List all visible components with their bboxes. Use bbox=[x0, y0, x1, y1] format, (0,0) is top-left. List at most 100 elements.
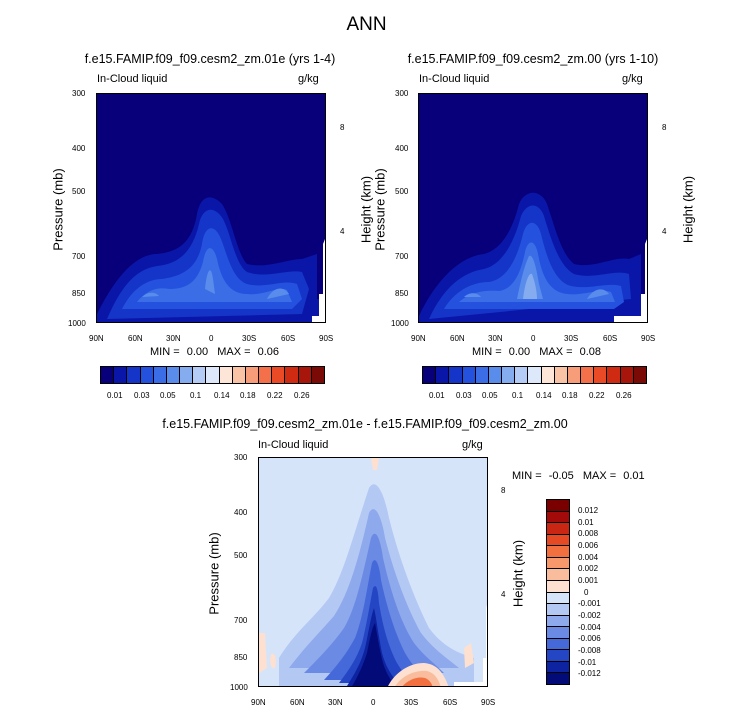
panel2-contour-level-5 bbox=[464, 255, 609, 299]
panel3-cbar-label: 0.006 bbox=[578, 541, 599, 550]
panel1-ytick-500: 500 bbox=[72, 187, 86, 196]
panel2-htick-8: 8 bbox=[662, 123, 667, 132]
panel1-colorbar-swatch bbox=[101, 367, 115, 383]
panel3-ytick-300: 300 bbox=[234, 453, 248, 462]
panel3-cbar-label: -0.006 bbox=[578, 634, 601, 643]
panel2-contour-level-6 bbox=[523, 273, 537, 299]
panel2-ytick-400: 400 bbox=[395, 144, 409, 153]
panel1-contour-level-4 bbox=[137, 248, 292, 302]
panel2-xtick-30s: 30S bbox=[564, 334, 579, 343]
panel1-colorbar-swatch bbox=[311, 367, 324, 383]
panel1-colorbar-swatch bbox=[219, 367, 233, 383]
panel3-xtick-60s: 60S bbox=[443, 698, 458, 707]
panel3-ytick-500: 500 bbox=[234, 551, 248, 560]
panel3-colorbar-swatch bbox=[547, 523, 569, 535]
panel3-cbar-label: 0.012 bbox=[578, 506, 599, 515]
panel3-cbar-label: -0.01 bbox=[578, 658, 597, 667]
panel1-xtick-90n: 90N bbox=[89, 334, 104, 343]
panel1-min-label: MIN = bbox=[150, 346, 180, 358]
panel3-colorbar-swatch bbox=[547, 534, 569, 547]
panel3-minmax: MIN = -0.05 MAX = 0.01 bbox=[512, 470, 645, 482]
panel1-colorbar-swatch bbox=[140, 367, 154, 383]
panel3-min-label: MIN = bbox=[512, 470, 542, 482]
panel2-colorbar-swatch bbox=[423, 367, 437, 383]
panel1-colorbar-swatch bbox=[206, 367, 220, 383]
panel3-contours bbox=[259, 458, 487, 686]
panel3-cbar-label: -0.008 bbox=[578, 646, 601, 655]
panel3-colorbar-swatch bbox=[547, 500, 569, 512]
panel2-colorbar-swatch bbox=[581, 367, 595, 383]
panel3-ytick-1000: 1000 bbox=[230, 683, 248, 692]
panel3-contour-level-7 bbox=[352, 623, 397, 686]
panel3-cbar-label: 0.002 bbox=[578, 564, 599, 573]
panel3-cbar-label: 0 bbox=[584, 588, 589, 597]
panel2-colorbar-swatch bbox=[541, 367, 555, 383]
panel1-xtick-30n: 30N bbox=[166, 334, 181, 343]
panel3-colorbar-swatch bbox=[547, 604, 569, 616]
panel1-htick-4: 4 bbox=[340, 227, 345, 236]
panel1-cbar-label: 0.22 bbox=[267, 391, 283, 400]
panel2-xtick-90n: 90N bbox=[411, 334, 426, 343]
panel2-ytick-1000: 1000 bbox=[391, 319, 409, 328]
panel3-cbar-label: -0.001 bbox=[578, 599, 601, 608]
panel3-contour-positive-7 bbox=[464, 643, 474, 668]
panel3-xtick-0: 0 bbox=[371, 698, 376, 707]
panel2-colorbar-swatch bbox=[449, 367, 463, 383]
panel1-cbar-label: 0.14 bbox=[214, 391, 230, 400]
panel3-units-label: g/kg bbox=[462, 439, 483, 451]
panel1-xtick-30s: 30S bbox=[242, 334, 257, 343]
panel1-colorbar-swatch bbox=[153, 367, 167, 383]
panel3-contour-positive-4 bbox=[259, 633, 267, 673]
panel1-xtick-60s: 60S bbox=[281, 334, 296, 343]
panel1-colorbar-swatch bbox=[114, 367, 128, 383]
panel1-max-value: 0.06 bbox=[257, 346, 280, 358]
panel1-ylabel-right: Height (km) bbox=[358, 175, 374, 244]
panel1-cbar-label: 0.03 bbox=[134, 391, 150, 400]
panel2-plot-area bbox=[418, 93, 648, 323]
panel3-colorbar-swatch bbox=[547, 615, 569, 628]
panel1-ylabel: Pressure (mb) bbox=[50, 168, 66, 251]
panel1-ytick-400: 400 bbox=[72, 144, 86, 153]
panel3-colorbar-swatch bbox=[547, 546, 569, 558]
panel2-htick-4: 4 bbox=[662, 227, 667, 236]
panel2-ylabel-right: Height (km) bbox=[680, 175, 696, 244]
panel2-ytick-850: 850 bbox=[395, 289, 409, 298]
figure-title: ANN bbox=[346, 14, 387, 35]
panel1-xtick-90s: 90S bbox=[319, 334, 334, 343]
panel3-htick-8: 8 bbox=[501, 486, 506, 495]
panel3-ytick-700: 700 bbox=[234, 616, 248, 625]
panel3-cbar-label: 0.01 bbox=[578, 518, 594, 527]
panel2-terrain bbox=[614, 239, 647, 322]
panel2-contour-level-4 bbox=[459, 242, 615, 302]
panel2-min-value: 0.00 bbox=[508, 346, 531, 358]
panel2-xtick-60s: 60S bbox=[603, 334, 618, 343]
panel1-ytick-1000: 1000 bbox=[68, 319, 86, 328]
panel1-colorbar bbox=[100, 366, 325, 384]
panel3-xtick-60n: 60N bbox=[290, 698, 305, 707]
panel2-colorbar-swatch bbox=[633, 367, 646, 383]
panel3-colorbar-swatch bbox=[547, 557, 569, 570]
panel3-ytick-850: 850 bbox=[234, 653, 248, 662]
panel3-colorbar-swatch bbox=[547, 661, 569, 674]
panel1-colorbar-swatch bbox=[127, 367, 141, 383]
panel2-colorbar-swatch bbox=[594, 367, 608, 383]
panel3-contour-positive-6 bbox=[371, 458, 379, 470]
panel3-cbar-label: -0.002 bbox=[578, 611, 601, 620]
panel1-htick-8: 8 bbox=[340, 123, 345, 132]
panel3-xtick-30n: 30N bbox=[328, 698, 343, 707]
panel1-xtick-0: 0 bbox=[209, 334, 214, 343]
panel3-terrain bbox=[454, 604, 487, 686]
panel1-cbar-label: 0.18 bbox=[240, 391, 256, 400]
panel2-colorbar-swatch bbox=[488, 367, 503, 383]
panel2-colorbar-swatch bbox=[436, 367, 450, 383]
panel1-cbar-label: 0.05 bbox=[160, 391, 176, 400]
panel3-cbar-label: 0.004 bbox=[578, 553, 599, 562]
panel2-ylabel: Pressure (mb) bbox=[372, 168, 388, 251]
panel1-units-label: g/kg bbox=[298, 73, 319, 85]
panel2-colorbar-swatch bbox=[528, 367, 542, 383]
panel1-cbar-label: 0.26 bbox=[294, 391, 310, 400]
panel3-colorbar-swatch bbox=[547, 580, 569, 593]
panel1-variable-label: In-Cloud liquid bbox=[97, 73, 168, 85]
panel2-cbar-label: 0.03 bbox=[456, 391, 472, 400]
panel1-colorbar-swatch bbox=[259, 367, 273, 383]
